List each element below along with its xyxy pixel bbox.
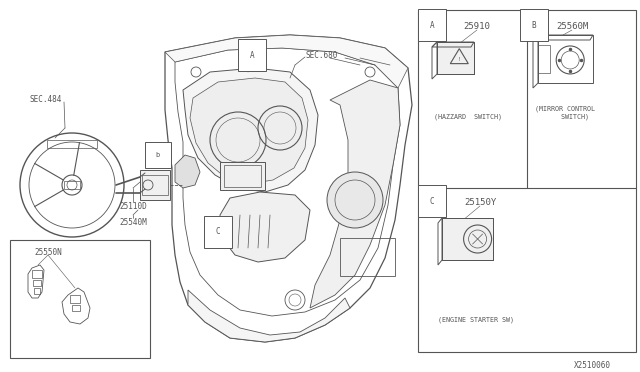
Polygon shape xyxy=(437,42,474,74)
Bar xyxy=(140,170,170,200)
Bar xyxy=(538,45,550,73)
Text: 25560M: 25560M xyxy=(556,22,588,31)
Text: (ENGINE STARTER SW): (ENGINE STARTER SW) xyxy=(438,317,514,323)
Text: X2510060: X2510060 xyxy=(573,360,611,369)
Circle shape xyxy=(327,172,383,228)
Polygon shape xyxy=(175,155,200,188)
Text: B: B xyxy=(532,20,536,29)
Text: A: A xyxy=(429,20,435,29)
Bar xyxy=(340,238,395,276)
Text: C: C xyxy=(216,228,220,237)
Polygon shape xyxy=(183,68,318,192)
Bar xyxy=(10,240,150,358)
Bar xyxy=(418,10,636,352)
Bar xyxy=(70,295,80,303)
Bar xyxy=(72,305,80,311)
Polygon shape xyxy=(165,35,408,88)
Bar xyxy=(224,165,261,187)
Text: 25150Y: 25150Y xyxy=(464,198,496,207)
Polygon shape xyxy=(190,78,308,184)
Text: b: b xyxy=(156,152,160,158)
Polygon shape xyxy=(442,218,493,260)
Bar xyxy=(47,140,97,148)
Bar xyxy=(32,270,42,278)
Polygon shape xyxy=(165,35,412,342)
Text: C: C xyxy=(429,196,435,205)
Bar xyxy=(33,280,41,286)
Bar xyxy=(142,175,168,195)
Polygon shape xyxy=(188,290,350,342)
Polygon shape xyxy=(310,80,400,308)
Text: 25110D: 25110D xyxy=(119,202,147,211)
Text: 25540M: 25540M xyxy=(119,218,147,227)
Polygon shape xyxy=(220,192,310,262)
Text: 25910: 25910 xyxy=(463,22,490,31)
Text: (MIRROR CONTROL
     SWITCH): (MIRROR CONTROL SWITCH) xyxy=(535,106,595,120)
Text: SEC.680: SEC.680 xyxy=(305,51,337,60)
Text: SEC.484: SEC.484 xyxy=(30,96,62,105)
Text: !: ! xyxy=(458,57,461,62)
Bar xyxy=(34,288,40,294)
Text: A: A xyxy=(250,51,254,60)
Text: (HAZZARD  SWITCH): (HAZZARD SWITCH) xyxy=(434,114,502,120)
Bar xyxy=(220,162,265,190)
Text: 25550N: 25550N xyxy=(34,248,62,257)
Bar xyxy=(64,181,80,189)
